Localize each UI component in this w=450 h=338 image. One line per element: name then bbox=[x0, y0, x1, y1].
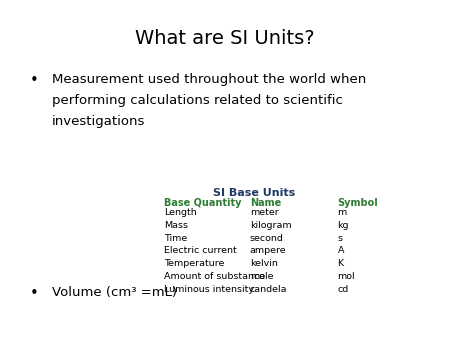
Text: Luminous intensity: Luminous intensity bbox=[164, 285, 254, 294]
Text: second: second bbox=[250, 234, 284, 243]
Text: meter: meter bbox=[250, 208, 279, 217]
Text: Base Quantity: Base Quantity bbox=[164, 198, 242, 208]
Text: kilogram: kilogram bbox=[250, 221, 292, 230]
Text: What are SI Units?: What are SI Units? bbox=[135, 29, 315, 48]
Text: A: A bbox=[338, 246, 344, 256]
Text: Measurement used throughout the world when: Measurement used throughout the world wh… bbox=[52, 73, 366, 86]
Text: Time: Time bbox=[164, 234, 188, 243]
Text: mol: mol bbox=[338, 272, 355, 281]
Text: •: • bbox=[29, 73, 38, 88]
Text: Mass: Mass bbox=[164, 221, 188, 230]
Text: ampere: ampere bbox=[250, 246, 286, 256]
Text: cd: cd bbox=[338, 285, 349, 294]
Text: m: m bbox=[338, 208, 347, 217]
Text: K: K bbox=[338, 259, 344, 268]
Text: Name: Name bbox=[250, 198, 281, 208]
Text: Length: Length bbox=[164, 208, 197, 217]
Text: mole: mole bbox=[250, 272, 273, 281]
Text: kelvin: kelvin bbox=[250, 259, 278, 268]
Text: Volume (cm³ =mL): Volume (cm³ =mL) bbox=[52, 286, 177, 298]
Text: Amount of substance: Amount of substance bbox=[164, 272, 266, 281]
Text: investigations: investigations bbox=[52, 115, 145, 127]
Text: Temperature: Temperature bbox=[164, 259, 225, 268]
Text: kg: kg bbox=[338, 221, 349, 230]
Text: SI Base Units: SI Base Units bbox=[213, 188, 295, 198]
Text: s: s bbox=[338, 234, 342, 243]
Text: Electric current: Electric current bbox=[164, 246, 237, 256]
Text: Symbol: Symbol bbox=[338, 198, 378, 208]
Text: candela: candela bbox=[250, 285, 287, 294]
Text: •: • bbox=[29, 286, 38, 300]
Text: performing calculations related to scientific: performing calculations related to scien… bbox=[52, 94, 342, 106]
